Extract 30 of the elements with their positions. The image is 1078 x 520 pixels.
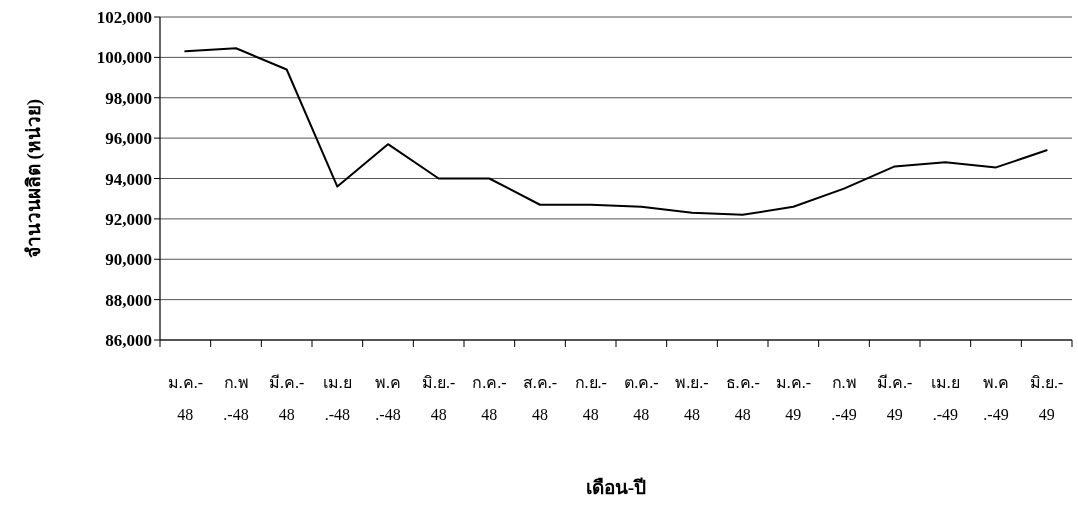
x-tick-label: ม.ค.- 49 [775, 374, 811, 423]
x-tick-label: พ.ย.- 48 [675, 374, 709, 423]
y-tick-label: 88,000 [105, 290, 152, 310]
y-tick-label: 100,000 [96, 48, 152, 68]
x-tick-label: พ.ค .-49 [983, 374, 1009, 423]
x-tick-label: ก.พ .-48 [223, 374, 249, 423]
x-axis-title: เดือน-ปี [585, 477, 647, 498]
y-tick-label: 86,000 [105, 331, 152, 350]
x-tick-label: มิ.ย.- 49 [1030, 374, 1064, 423]
y-tick-label: 102,000 [96, 8, 152, 27]
y-tick-label: 92,000 [105, 209, 152, 229]
x-tick-label: ส.ค.- 48 [522, 374, 558, 423]
y-tick-label: 98,000 [105, 88, 152, 108]
y-tick-label: 94,000 [105, 169, 152, 189]
x-tick-label: ก.ค.- 48 [472, 374, 507, 423]
x-tick-label: ก.พ .-49 [831, 374, 857, 423]
x-tick-label: ก.ย.- 48 [574, 374, 607, 423]
x-tick-label: เม.ย .-48 [322, 374, 352, 423]
y-tick-label: 90,000 [105, 250, 152, 270]
x-tick-label: เม.ย .-49 [930, 374, 960, 423]
x-tick-label: พ.ค .-48 [375, 374, 401, 423]
x-tick-label: มี.ค.- 49 [877, 374, 913, 423]
line-series [184, 47, 1048, 216]
x-tick-label: ต.ค.- 48 [624, 374, 659, 423]
x-tick-label: มี.ค.- 48 [269, 374, 305, 423]
x-tick-label: ม.ค.- 48 [167, 374, 203, 423]
x-tick-label: มิ.ย.- 48 [422, 374, 456, 423]
x-tick-label: ธ.ค.- 48 [725, 374, 760, 423]
y-axis-title: จำนวนผลิต (หน่วย) [23, 98, 45, 259]
y-tick-label: 96,000 [105, 129, 152, 149]
